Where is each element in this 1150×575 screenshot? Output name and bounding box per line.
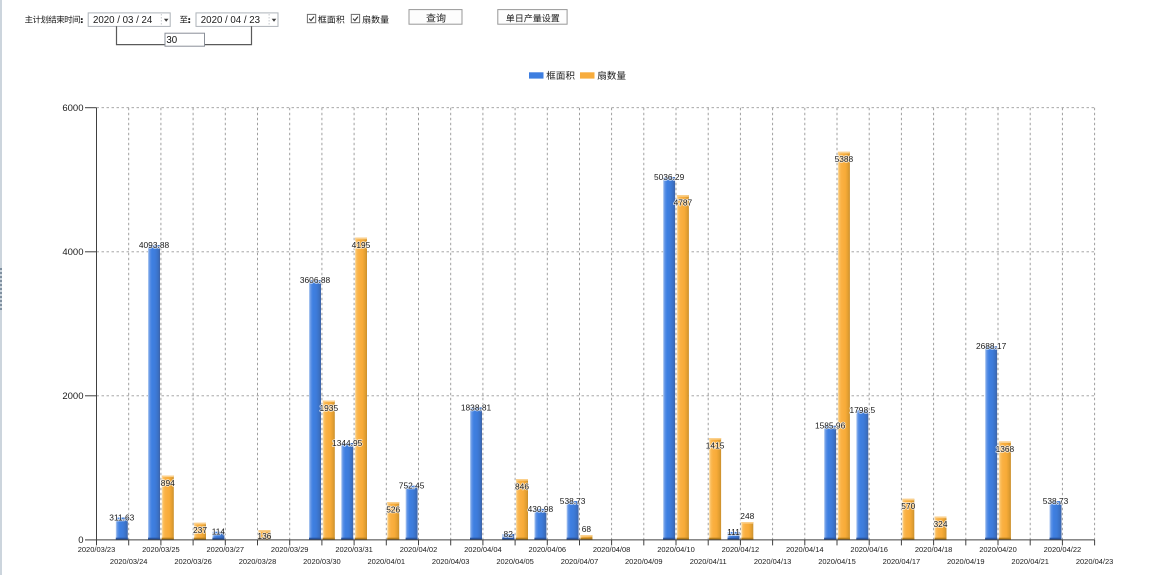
svg-text:2020/04/23: 2020/04/23 xyxy=(1076,557,1114,566)
svg-text:846: 846 xyxy=(515,481,529,491)
svg-text:1585.96: 1585.96 xyxy=(815,421,846,431)
svg-text:5036.29: 5036.29 xyxy=(654,172,685,182)
svg-text:2020/04/02: 2020/04/02 xyxy=(400,545,438,554)
svg-text:2020/04/19: 2020/04/19 xyxy=(947,557,985,566)
svg-text:2020/04/15: 2020/04/15 xyxy=(818,557,856,566)
svg-text:2020/04/10: 2020/04/10 xyxy=(657,545,695,554)
svg-text:2020 / 03 / 24: 2020 / 03 / 24 xyxy=(93,15,153,26)
svg-text:2020/03/23: 2020/03/23 xyxy=(78,545,116,554)
svg-text:237: 237 xyxy=(193,525,207,535)
svg-text:2020/04/20: 2020/04/20 xyxy=(979,545,1017,554)
svg-text:6000: 6000 xyxy=(62,103,83,114)
svg-text:538.73: 538.73 xyxy=(560,496,586,506)
svg-text:1935: 1935 xyxy=(319,403,338,413)
svg-text:5388: 5388 xyxy=(835,154,854,164)
svg-text:1368: 1368 xyxy=(996,444,1015,454)
svg-text:2020/03/26: 2020/03/26 xyxy=(174,557,212,566)
svg-text:2020/04/03: 2020/04/03 xyxy=(432,557,470,566)
svg-text:68: 68 xyxy=(582,524,592,534)
svg-text:136: 136 xyxy=(257,531,271,541)
svg-text:2020/04/14: 2020/04/14 xyxy=(786,545,824,554)
svg-text:324: 324 xyxy=(934,519,948,529)
svg-text:2020/04/13: 2020/04/13 xyxy=(754,557,792,566)
svg-text:2020/03/29: 2020/03/29 xyxy=(271,545,309,554)
svg-text:2020/04/17: 2020/04/17 xyxy=(883,557,921,566)
svg-text:1798.5: 1798.5 xyxy=(849,405,875,415)
svg-text:2020/03/30: 2020/03/30 xyxy=(303,557,341,566)
svg-text:2020/04/21: 2020/04/21 xyxy=(1011,557,1049,566)
svg-text:111: 111 xyxy=(727,527,740,537)
svg-text:894: 894 xyxy=(161,478,175,488)
svg-text:2020/04/08: 2020/04/08 xyxy=(593,545,631,554)
svg-text:311.63: 311.63 xyxy=(109,512,134,522)
svg-text:2020/04/18: 2020/04/18 xyxy=(915,545,953,554)
svg-text:82: 82 xyxy=(504,529,514,539)
svg-text:2020/04/07: 2020/04/07 xyxy=(561,557,599,566)
svg-text:2020/04/06: 2020/04/06 xyxy=(529,545,567,554)
svg-text:430.98: 430.98 xyxy=(528,504,554,514)
svg-text:2020/03/24: 2020/03/24 xyxy=(110,557,148,566)
svg-text:2020/03/25: 2020/03/25 xyxy=(142,545,180,554)
svg-text:2688.17: 2688.17 xyxy=(976,341,1007,351)
svg-text:1838.81: 1838.81 xyxy=(461,402,492,412)
svg-text:4787: 4787 xyxy=(674,198,693,208)
svg-text:538.73: 538.73 xyxy=(1043,496,1069,506)
svg-text:2020/04/12: 2020/04/12 xyxy=(722,545,760,554)
svg-text:526: 526 xyxy=(386,504,400,514)
svg-text:114: 114 xyxy=(212,527,226,537)
svg-text:2020/04/22: 2020/04/22 xyxy=(1044,545,1082,554)
svg-text:248: 248 xyxy=(740,511,754,521)
svg-text:0: 0 xyxy=(78,535,83,546)
svg-text:2020/04/11: 2020/04/11 xyxy=(690,557,727,566)
svg-text:1344.95: 1344.95 xyxy=(332,438,363,448)
svg-text:3606.88: 3606.88 xyxy=(300,275,331,285)
svg-text:2020/03/28: 2020/03/28 xyxy=(239,557,277,566)
svg-text:1415: 1415 xyxy=(706,440,725,450)
svg-text:30: 30 xyxy=(166,35,177,46)
svg-text:4093.88: 4093.88 xyxy=(139,240,170,250)
svg-text:2020/04/16: 2020/04/16 xyxy=(850,545,888,554)
svg-text:2020/04/09: 2020/04/09 xyxy=(625,557,663,566)
svg-text:2000: 2000 xyxy=(62,391,83,402)
svg-text:2020/04/04: 2020/04/04 xyxy=(464,545,502,554)
svg-text:4195: 4195 xyxy=(352,240,371,250)
svg-text:570: 570 xyxy=(901,501,915,511)
svg-text:2020/03/31: 2020/03/31 xyxy=(335,545,373,554)
svg-text:2020/03/27: 2020/03/27 xyxy=(207,545,245,554)
svg-text:4000: 4000 xyxy=(62,247,83,258)
svg-text:2020 / 04 / 23: 2020 / 04 / 23 xyxy=(201,15,260,26)
svg-text:752.45: 752.45 xyxy=(399,481,425,491)
svg-text:2020/04/01: 2020/04/01 xyxy=(368,557,406,566)
svg-text:2020/04/05: 2020/04/05 xyxy=(496,557,534,566)
